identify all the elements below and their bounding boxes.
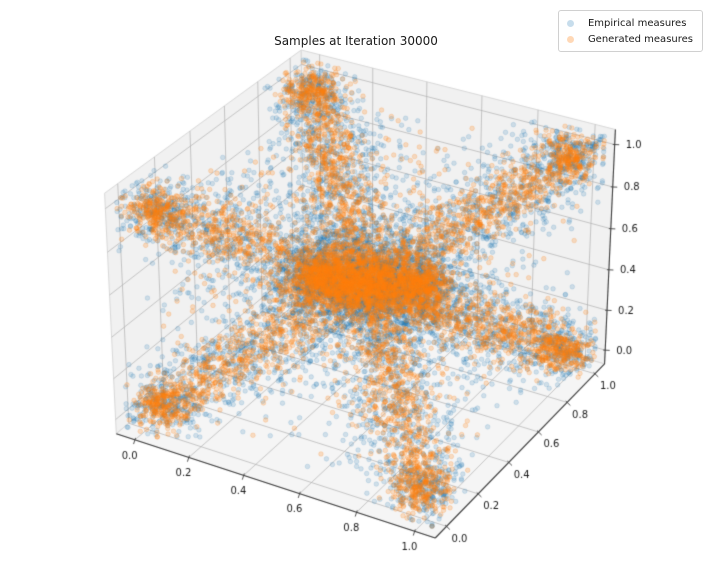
scatter-marker-icon	[566, 19, 574, 27]
legend-item: Generated measures	[566, 31, 693, 47]
legend: Empirical measures Generated measures	[557, 10, 703, 52]
legend-item: Empirical measures	[566, 15, 693, 31]
legend-label: Generated measures	[587, 33, 693, 45]
scatter-marker-icon	[566, 35, 574, 43]
legend-label: Empirical measures	[587, 17, 687, 29]
